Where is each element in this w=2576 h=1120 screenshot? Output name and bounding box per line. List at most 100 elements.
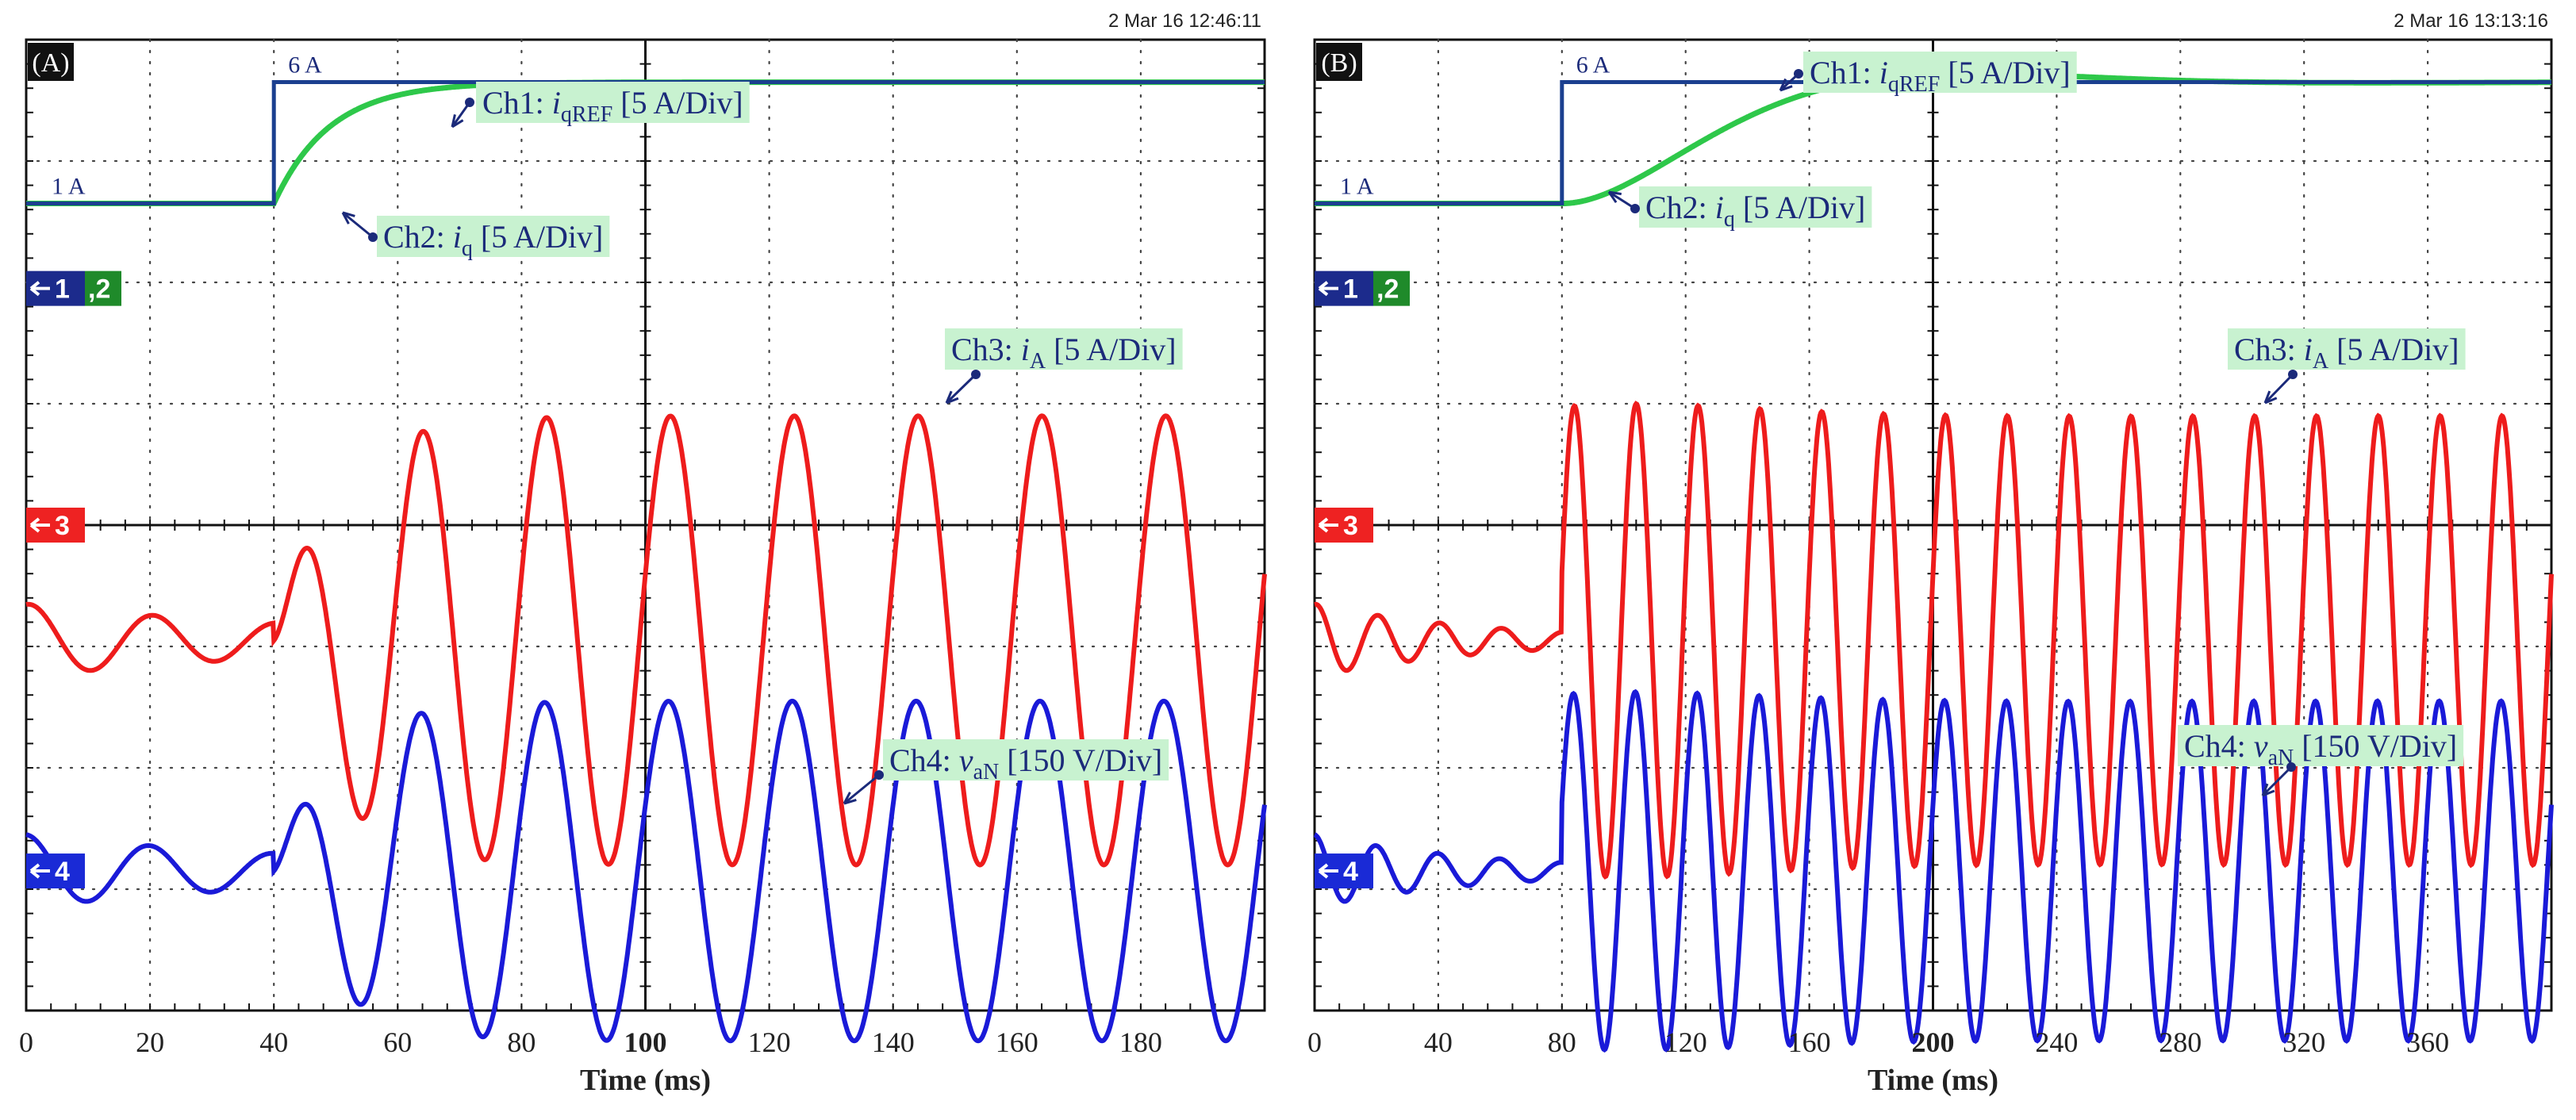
- pointer-dot: [368, 232, 378, 242]
- pointer-line: [1608, 190, 1636, 210]
- pointer-arrowhead: [2263, 390, 2278, 405]
- x-tick-label: 200: [1912, 1026, 1955, 1058]
- trace-ch4: [1313, 688, 2554, 1053]
- label-subscript: q: [1724, 207, 1735, 232]
- label-prefix: Ch2:: [383, 219, 453, 255]
- label-unit: [150 V/Div]: [999, 742, 1162, 778]
- pointer-arrowhead: [1779, 78, 1793, 92]
- x-tick-label: 240: [2035, 1026, 2078, 1058]
- scope-panel-a: 2 Mar 16 12:46:11 1 A 6 A Ch1: iqREF [5 A/D…: [19, 10, 1267, 1097]
- panel-label: (B): [1321, 48, 1357, 78]
- marker-text: 1: [1343, 274, 1358, 305]
- x-axis-label: Time (ms): [1868, 1064, 1998, 1097]
- pointer-dot: [874, 770, 884, 780]
- label-box: [1803, 52, 2077, 93]
- label-subscript: A: [1030, 349, 1046, 374]
- label-box: [476, 82, 750, 123]
- pointer-line: [451, 102, 471, 128]
- trace-ch3: [1314, 401, 2554, 880]
- label-box: [883, 739, 1169, 781]
- label-unit: [5 A/Div]: [1735, 190, 1865, 225]
- label-variable: i: [552, 85, 561, 121]
- label-prefix: Ch3:: [951, 332, 1021, 367]
- x-tick-label: 60: [383, 1026, 412, 1058]
- label-text: Ch2: iq [5 A/Div]: [1645, 190, 1865, 232]
- pointer-line: [945, 373, 977, 405]
- label-unit: [5 A/Div]: [473, 219, 603, 255]
- label-variable: i: [1021, 332, 1030, 367]
- x-tick-label: 160: [996, 1026, 1038, 1058]
- label-text: Ch4: vaN [150 V/Div]: [889, 742, 1162, 784]
- level-label-1a: 1 A: [52, 174, 86, 200]
- label-unit: [5 A/Div]: [612, 85, 743, 121]
- marker-box: [1373, 270, 1410, 306]
- x-tick-label: 0: [19, 1026, 33, 1058]
- marker-text: 3: [1343, 511, 1358, 541]
- level-label-6a: 6 A: [1576, 52, 1610, 79]
- channel-label-ch4: Ch4: vaN [150 V/Div]: [843, 739, 1169, 805]
- marker-text: 1: [55, 274, 70, 305]
- label-prefix: Ch4:: [889, 742, 959, 778]
- channel-label-ch1: Ch1: iqREF [5 A/Div]: [451, 82, 750, 128]
- label-variable: i: [1879, 55, 1888, 90]
- pointer-line: [843, 773, 880, 805]
- label-subscript: A: [2313, 349, 2329, 374]
- pointer-dot: [1794, 69, 1803, 79]
- panel-label: (A): [32, 48, 69, 78]
- label-text: Ch3: iA [5 A/Div]: [2234, 332, 2459, 374]
- label-prefix: Ch3:: [2234, 332, 2304, 367]
- marker-text: 3: [55, 511, 70, 541]
- pointer-dot: [465, 98, 474, 107]
- label-text: Ch1: iqREF [5 A/Div]: [1810, 55, 2071, 97]
- label-box: [377, 216, 610, 257]
- x-tick-label: 20: [136, 1026, 164, 1058]
- label-subscript: qREF: [561, 102, 612, 127]
- marker-arrow-icon: [1318, 863, 1338, 879]
- label-text: Ch1: iqREF [5 A/Div]: [482, 85, 743, 127]
- channel-label-ch3: Ch3: iA [5 A/Div]: [945, 328, 1183, 405]
- x-tick-label: 40: [259, 1026, 288, 1058]
- channel-marker-ch3: 3: [1315, 508, 1373, 543]
- marker-arrow-icon: [29, 281, 50, 297]
- channel-label-ch3: Ch3: iA [5 A/Div]: [2228, 328, 2466, 405]
- label-prefix: Ch1:: [1810, 55, 1879, 90]
- channel-label-ch2: Ch2: iq [5 A/Div]: [1607, 186, 1872, 232]
- marker-text: ,2: [88, 274, 110, 305]
- label-subscript: aN: [973, 760, 1000, 784]
- channel-label-ch1: Ch1: iqREF [5 A/Div]: [1779, 52, 2077, 97]
- x-tick-label: 180: [1119, 1026, 1162, 1058]
- timestamp: 2 Mar 16 13:13:16: [2394, 10, 2548, 32]
- label-unit: [5 A/Div]: [1046, 332, 1176, 367]
- pointer-arrowhead: [451, 114, 464, 128]
- x-tick-label: 360: [2406, 1026, 2449, 1058]
- marker-arrow-icon: [29, 863, 50, 879]
- pointer-dot: [2286, 762, 2296, 772]
- label-text: Ch4: vaN [150 V/Div]: [2184, 728, 2457, 770]
- channel-marker-ch3: 3: [26, 508, 85, 543]
- label-variable: i: [453, 219, 462, 255]
- timestamp: 2 Mar 16 12:46:11: [1108, 10, 1261, 32]
- channel-label-ch4: Ch4: vaN [150 V/Div]: [2178, 725, 2464, 797]
- label-box: [1639, 186, 1872, 228]
- x-tick-label: 140: [872, 1026, 915, 1058]
- x-tick-label: 280: [2159, 1026, 2202, 1058]
- pointer-arrowhead: [341, 211, 355, 224]
- x-tick-label: 40: [1424, 1026, 1453, 1058]
- channel-marker-ch12: 1,2: [26, 270, 121, 306]
- label-prefix: Ch2:: [1645, 190, 1715, 225]
- trace-ch3: [25, 413, 1267, 868]
- marker-arrow-icon: [29, 517, 50, 533]
- channel-label-ch2: Ch2: iq [5 A/Div]: [341, 211, 610, 261]
- x-tick-label: 320: [2282, 1026, 2325, 1058]
- label-box: [2228, 328, 2466, 370]
- pointer-line: [2261, 765, 2293, 797]
- trace-ch1: [26, 80, 1265, 206]
- pointer-line: [342, 211, 374, 239]
- level-label-6a: 6 A: [288, 52, 322, 79]
- label-box: [2178, 725, 2464, 766]
- panel-label-box: [1316, 43, 1362, 81]
- pointer-line: [2263, 373, 2294, 405]
- label-unit: [5 A/Div]: [1940, 55, 2070, 90]
- x-tick-label: 80: [1548, 1026, 1576, 1058]
- pointer-arrowhead: [945, 390, 959, 405]
